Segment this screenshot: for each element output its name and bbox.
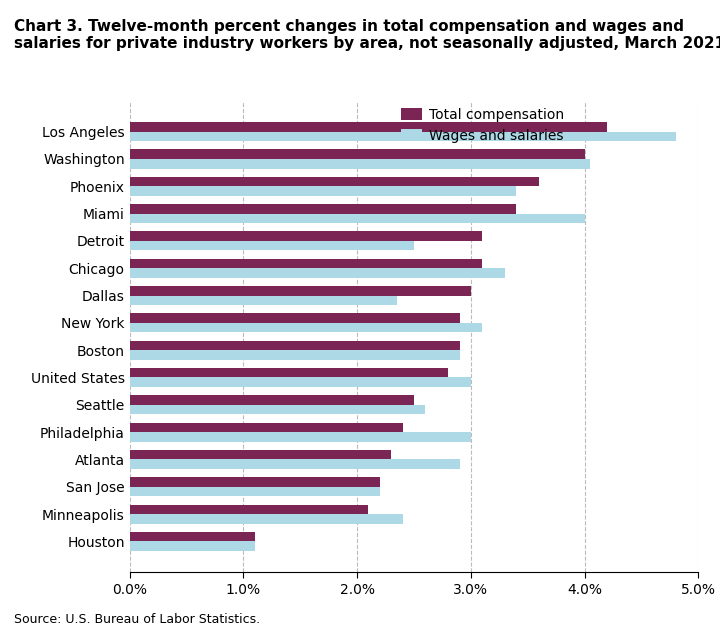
Bar [130, 204, 516, 214]
Bar [130, 122, 608, 131]
Bar [130, 313, 459, 323]
Bar [130, 241, 414, 250]
Bar [130, 341, 459, 350]
Bar [130, 487, 380, 496]
Bar [130, 405, 426, 415]
Bar [130, 231, 482, 241]
Bar [130, 214, 585, 223]
Bar [130, 432, 471, 442]
Bar [130, 542, 255, 551]
Bar [130, 477, 380, 487]
Bar [130, 450, 391, 459]
Bar [130, 377, 471, 387]
Bar [130, 268, 505, 278]
Bar [130, 504, 369, 514]
Bar [130, 186, 516, 196]
Bar [130, 131, 675, 141]
Bar [130, 350, 459, 360]
Bar [130, 368, 448, 377]
Bar [130, 159, 590, 169]
Bar [130, 395, 414, 405]
Bar [130, 514, 402, 523]
Bar [130, 296, 397, 305]
Bar [130, 323, 482, 332]
Text: Source: U.S. Bureau of Labor Statistics.: Source: U.S. Bureau of Labor Statistics. [14, 613, 261, 626]
Legend: Total compensation, Wages and salaries: Total compensation, Wages and salaries [401, 108, 564, 143]
Bar [130, 286, 471, 296]
Bar [130, 259, 482, 268]
Bar [130, 150, 585, 159]
Bar [130, 423, 402, 432]
Bar [130, 532, 255, 542]
Text: Chart 3. Twelve-month percent changes in total compensation and wages and
salari: Chart 3. Twelve-month percent changes in… [14, 19, 720, 52]
Bar [130, 459, 459, 469]
Bar [130, 177, 539, 186]
